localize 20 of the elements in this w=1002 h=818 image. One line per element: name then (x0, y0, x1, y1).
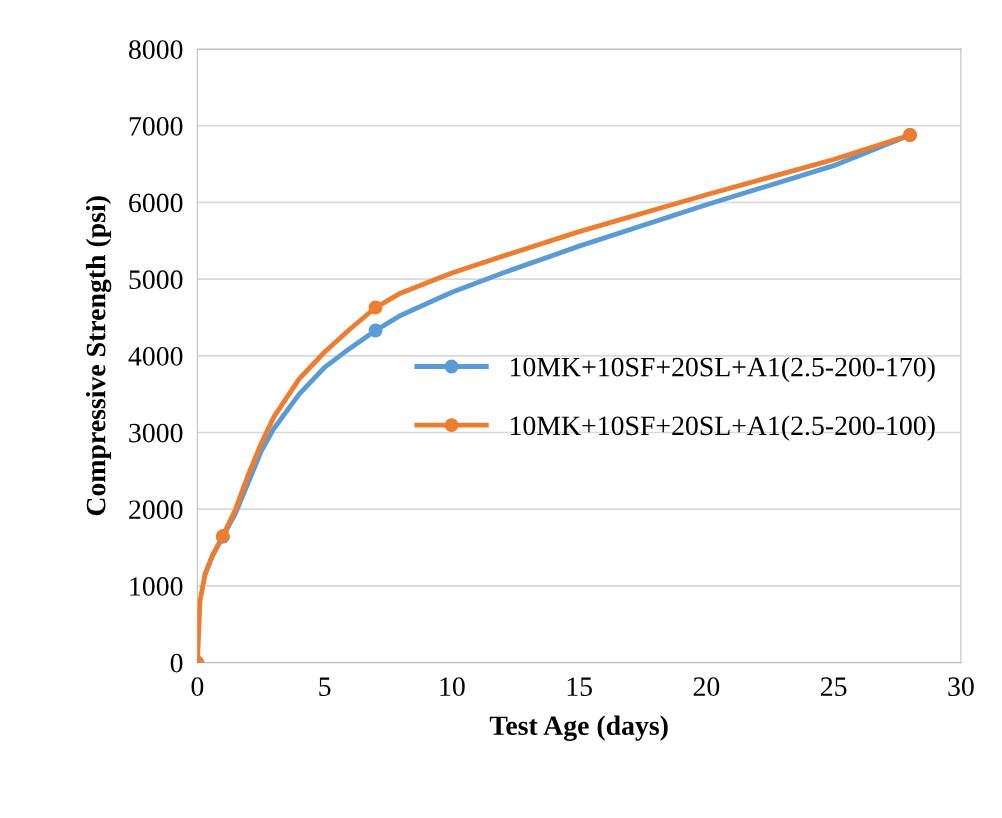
y-tick-label: 3000 (129, 423, 183, 443)
legend-label: 10MK+10SF+20SL+A1(2.5-200-100) (510, 415, 935, 441)
y-tick-label: 5000 (129, 270, 183, 290)
x-tick-label: 15 (567, 677, 592, 697)
x-tick-label: 10 (440, 677, 465, 697)
y-tick-label: 0 (170, 653, 183, 673)
x-tick-label: 30 (948, 677, 974, 697)
y-tick-label: 1000 (130, 577, 183, 596)
x-axis-title: Test Age (days) (489, 715, 668, 741)
legend-label: 10MK+10SF+20SL+A1(2.5-200-170) (510, 356, 935, 383)
x-tick-label: 0 (191, 677, 204, 697)
y-tick-label: 7000 (129, 116, 183, 136)
x-tick-label: 20 (693, 677, 720, 697)
y-tick-label: 6000 (129, 193, 183, 213)
y-axis-title: Compressive Strength (psi) (85, 196, 112, 516)
x-tick-label: 25 (820, 677, 847, 697)
x-tick-label: 5 (319, 677, 331, 697)
y-tick-label: 2000 (129, 500, 183, 520)
y-tick-label: 4000 (128, 347, 183, 366)
y-tick-label: 8000 (129, 40, 183, 59)
